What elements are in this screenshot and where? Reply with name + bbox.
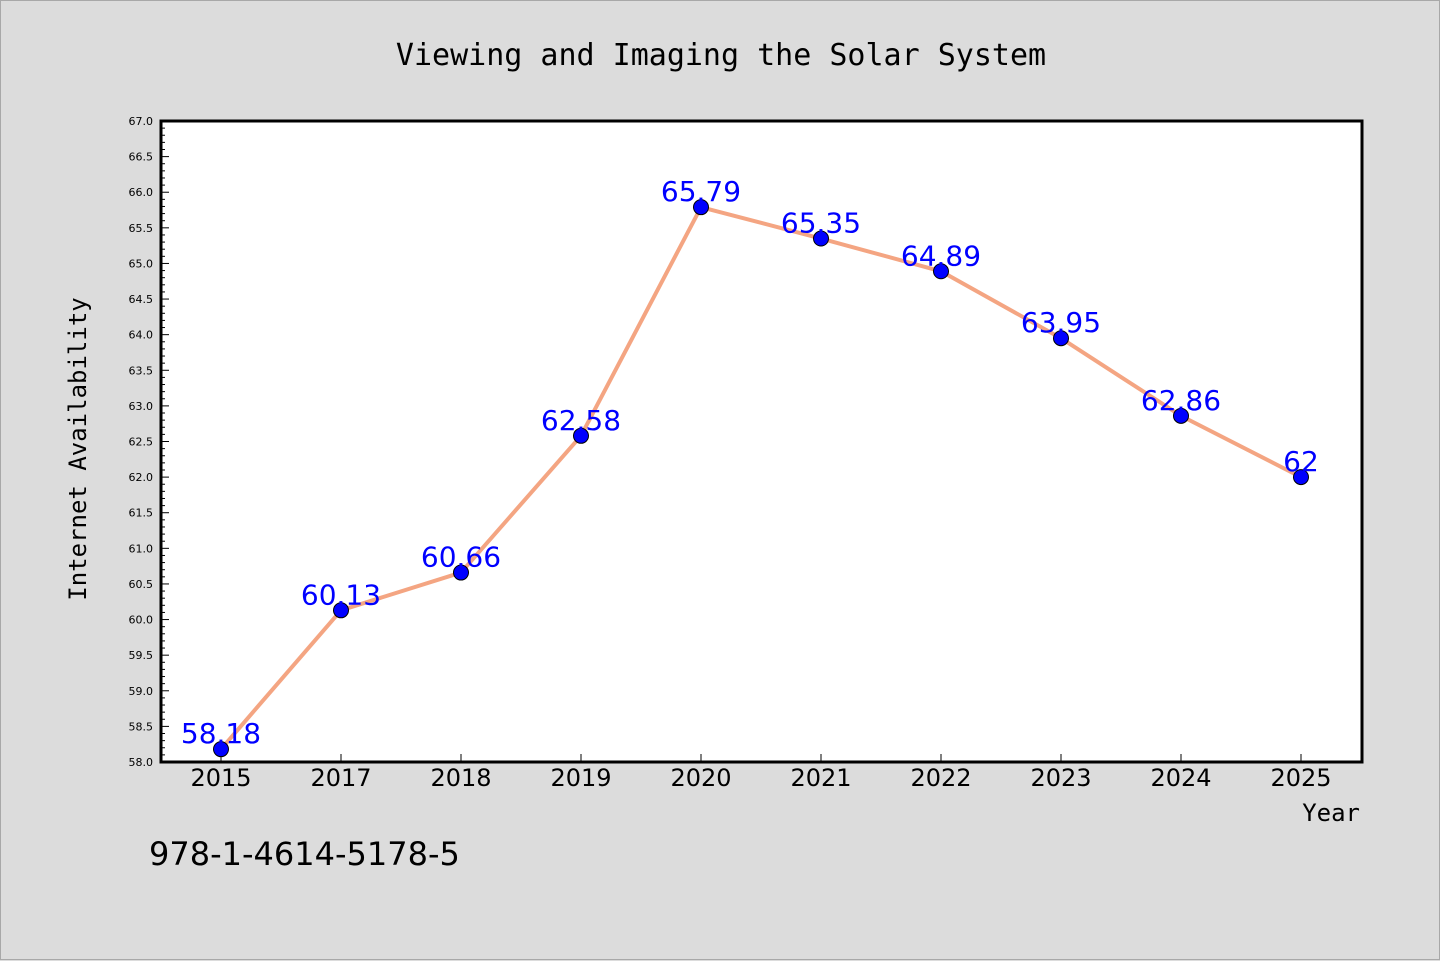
y-tick-label: 60.5 (129, 578, 154, 591)
data-point (813, 230, 829, 247)
y-axis: 58.0 58.5 59.0 59.5 60.0 60.5 61.0 61.5 62.0 62.5… (129, 115, 169, 769)
y-tick-label: 58.5 (129, 720, 154, 733)
data-point (1173, 407, 1189, 424)
y-tick-label: 60.0 (129, 614, 154, 627)
y-tick-label: 62.0 (129, 471, 154, 484)
y-tick-label: 65.0 (129, 257, 154, 270)
y-tick-label: 64.5 (129, 293, 154, 306)
isbn-text: 978-1-4614-5178-5 (149, 835, 460, 873)
plot-area (159, 119, 1364, 764)
data-label: 62.58 (541, 404, 621, 437)
data-label: 60.13 (301, 578, 381, 611)
data-point (213, 741, 229, 758)
data-label: 62 (1283, 445, 1319, 478)
y-axis-label: Internet Availability (64, 297, 92, 600)
x-tick-label: 2023 (1030, 764, 1091, 792)
x-tick-label: 2024 (1150, 764, 1211, 792)
data-point (1293, 469, 1309, 486)
x-axis-label: Year (1302, 799, 1360, 827)
x-tick-label: 2018 (430, 764, 491, 792)
y-tick-label: 58.0 (129, 756, 154, 769)
y-tick-label: 64.0 (129, 329, 154, 342)
data-point (453, 564, 469, 581)
x-tick-label: 2025 (1270, 764, 1331, 792)
x-axis: 2015 2017 2018 2019 2020 2021 2022 2023 2024 2025 (190, 754, 1332, 792)
series-line (219, 205, 1302, 751)
data-label: 60.66 (421, 541, 501, 574)
data-point (333, 602, 349, 619)
data-label: 65.79 (661, 175, 741, 208)
data-point (1053, 330, 1069, 347)
y-tick-label: 63.5 (129, 364, 154, 377)
y-tick-label: 61.0 (129, 542, 154, 555)
data-label: 62.86 (1141, 384, 1221, 417)
data-point (573, 427, 589, 444)
data-labels: 58.18 60.13 60.66 62.58 65.79 65.35 64.89 63.95… (181, 175, 1319, 750)
x-tick-label: 2015 (190, 764, 251, 792)
x-tick-label: 2019 (550, 764, 611, 792)
y-tick-label: 61.5 (129, 507, 154, 520)
y-tick-label: 67.0 (129, 115, 154, 128)
x-tick-label: 2020 (670, 764, 731, 792)
y-tick-label: 59.5 (129, 649, 154, 662)
data-label: 58.18 (181, 717, 261, 750)
data-point (693, 199, 709, 216)
data-label: 64.89 (901, 239, 981, 272)
data-series (213, 199, 1309, 758)
y-tick-label: 66.5 (129, 151, 154, 164)
data-label: 65.35 (781, 207, 861, 240)
chart-title: Viewing and Imaging the Solar System (396, 38, 1046, 73)
x-tick-label: 2022 (910, 764, 971, 792)
y-tick-label: 65.5 (129, 222, 154, 235)
data-point (933, 263, 949, 280)
x-tick-label: 2017 (310, 764, 371, 792)
data-label: 63.95 (1021, 306, 1101, 339)
y-tick-label: 62.5 (129, 436, 154, 449)
x-tick-label: 2021 (790, 764, 851, 792)
y-tick-label: 63.0 (129, 400, 154, 413)
y-tick-label: 59.0 (129, 685, 154, 698)
y-tick-label: 66.0 (129, 186, 154, 199)
